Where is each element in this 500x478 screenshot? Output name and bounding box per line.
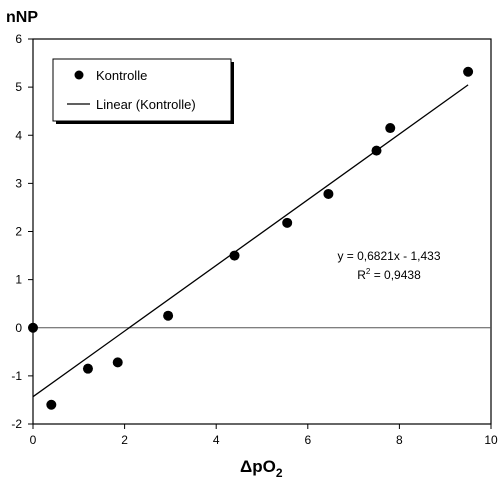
data-points	[28, 66, 474, 410]
data-point	[82, 363, 93, 374]
data-point	[46, 399, 57, 410]
legend-label-trend: Linear (Kontrolle)	[96, 97, 196, 112]
y-tick-label: -2	[11, 417, 22, 431]
x-tick-label: 6	[304, 433, 311, 447]
legend: Kontrolle Linear (Kontrolle)	[52, 58, 234, 124]
x-tick-label: 4	[213, 433, 220, 447]
regression-equation: y = 0,6821x - 1,433	[337, 249, 440, 263]
legend-label-kontrolle: Kontrolle	[96, 68, 147, 83]
y-tick-label: 2	[15, 225, 22, 239]
x-tick-label: 10	[484, 433, 498, 447]
data-point	[282, 217, 293, 228]
y-tick-label: 0	[15, 321, 22, 335]
data-point	[385, 123, 396, 134]
y-axis-ticks: -2 -1 0 1 2 3 4 5 6	[11, 32, 33, 431]
legend-marker-kontrolle	[74, 70, 84, 80]
y-tick-label: 1	[15, 273, 22, 287]
data-point	[112, 357, 123, 368]
data-point	[371, 145, 382, 156]
x-axis-title-subscript: 2	[276, 466, 283, 478]
legend-box	[52, 58, 232, 122]
y-tick-label: 4	[15, 128, 22, 142]
r-squared-value: = 0,9438	[370, 268, 421, 282]
r-squared-superscript: 2	[366, 267, 371, 276]
x-axis-title-main: ΔpO	[240, 457, 276, 476]
y-tick-label: 6	[15, 32, 22, 46]
x-tick-label: 2	[121, 433, 128, 447]
r-squared-prefix: R	[357, 268, 366, 282]
data-point	[323, 188, 334, 199]
x-tick-label: 8	[396, 433, 403, 447]
x-axis-title: ΔpO2	[240, 457, 283, 478]
data-point	[28, 322, 38, 333]
y-axis-title: nNP	[6, 9, 38, 26]
data-point	[463, 66, 474, 77]
y-tick-label: -1	[11, 369, 22, 383]
y-tick-label: 3	[15, 176, 22, 190]
linear-trendline	[32, 84, 469, 398]
x-tick-label: 0	[30, 433, 37, 447]
data-point	[163, 310, 174, 321]
data-point	[229, 250, 240, 261]
y-tick-label: 5	[15, 80, 22, 94]
r-squared: R2 = 0,9438	[357, 267, 421, 282]
x-axis-ticks: 0 2 4 6 8 10	[30, 424, 498, 447]
